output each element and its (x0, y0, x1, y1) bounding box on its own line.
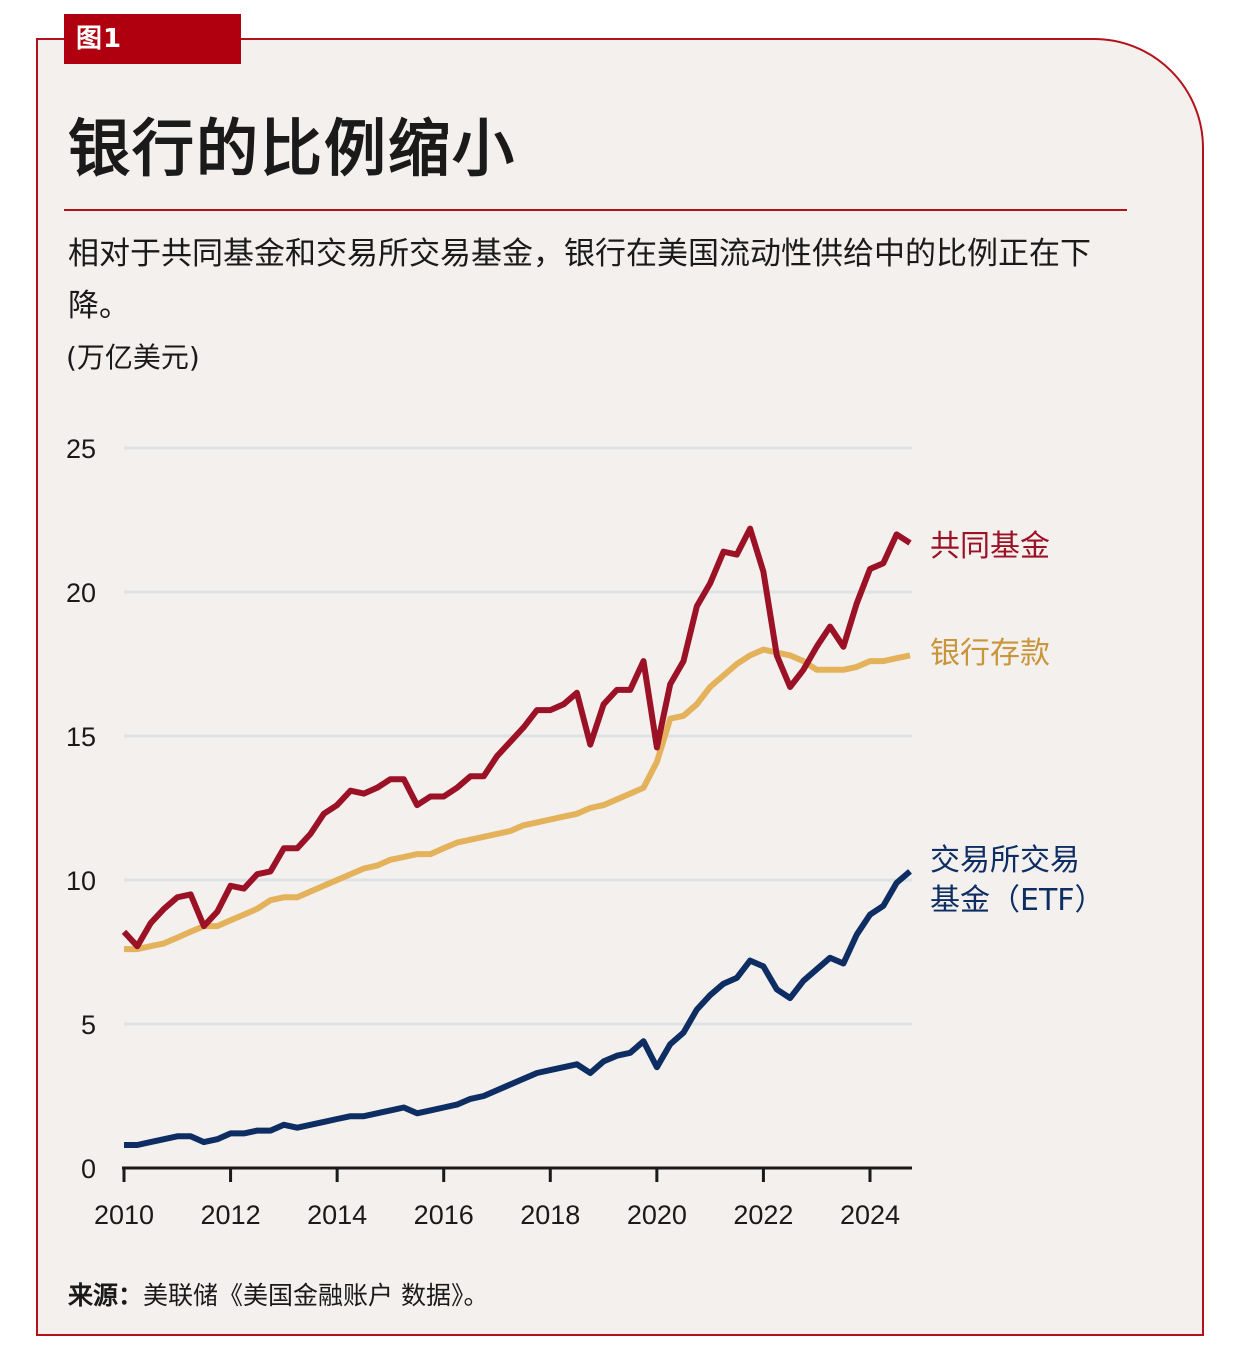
units-label: (万亿美元) (66, 341, 200, 374)
y-tick-label: 5 (81, 1010, 96, 1040)
x-tick-label: 2010 (94, 1200, 154, 1230)
y-tick-label: 20 (66, 578, 96, 608)
y-tick-label: 15 (66, 722, 96, 752)
series-label-mutual-funds: 共同基金 (930, 529, 1050, 564)
series-label-bank-deposits: 银行存款 (930, 636, 1050, 671)
y-tick-label: 10 (66, 866, 96, 896)
chart-subtitle: 相对于共同基金和交易所交易基金，银行在美国流动性供给中的比例正在下降。 (68, 236, 1091, 324)
figure-tag: 图1 (64, 14, 241, 64)
x-tick-label: 2020 (627, 1200, 687, 1230)
x-tick-label: 2018 (520, 1200, 580, 1230)
x-tick-label: 2016 (414, 1200, 474, 1230)
series-label-etf: 基金（ETF） (930, 883, 1105, 918)
series-label-etf: 交易所交易 (930, 843, 1080, 878)
series-line-mutual-funds (121, 525, 912, 950)
gridlines (124, 446, 912, 1026)
x-tick-label: 2024 (840, 1200, 900, 1230)
series-line-bank-deposits (124, 646, 911, 953)
source-text: 美联储《美国金融账户 数据》。 (143, 1281, 489, 1310)
x-axis: 2010 2012 2014 2016 2018 2020 2022 2024 (94, 1166, 912, 1230)
source-note: 来源：美联储《美国金融账户 数据》。 (68, 1276, 488, 1312)
title-divider (64, 209, 1127, 211)
series-lines (121, 525, 912, 1148)
y-axis-tick-labels: 0 5 10 15 20 25 (66, 434, 96, 1184)
series-line-etf (124, 869, 912, 1148)
x-tick-label: 2012 (201, 1200, 261, 1230)
x-tick-label: 2014 (307, 1200, 367, 1230)
y-tick-label: 0 (81, 1154, 96, 1184)
source-prefix: 来源： (68, 1281, 144, 1310)
y-tick-label: 25 (66, 434, 96, 464)
x-tick-label: 2022 (733, 1200, 793, 1230)
chart-title: 银行的比例缩小 (68, 112, 517, 185)
